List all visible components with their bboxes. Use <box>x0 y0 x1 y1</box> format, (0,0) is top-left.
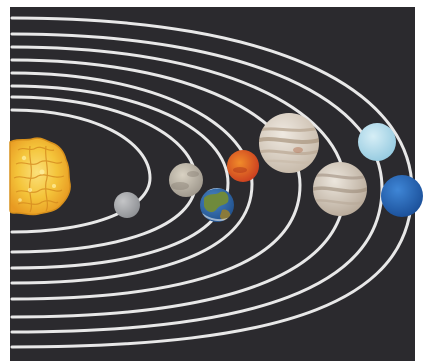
orbit-4 <box>10 71 254 285</box>
saturn <box>313 162 367 216</box>
earth <box>200 188 234 222</box>
orbit-7 <box>10 32 384 334</box>
venus <box>169 163 203 197</box>
orbit-3 <box>10 84 230 270</box>
neptune <box>381 175 423 217</box>
orbit-1 <box>10 108 152 234</box>
orbit-5 <box>10 58 302 301</box>
mercury <box>114 192 140 218</box>
sun <box>9 137 71 216</box>
jupiter <box>259 113 319 173</box>
mars <box>227 150 259 182</box>
uranus <box>358 123 396 161</box>
